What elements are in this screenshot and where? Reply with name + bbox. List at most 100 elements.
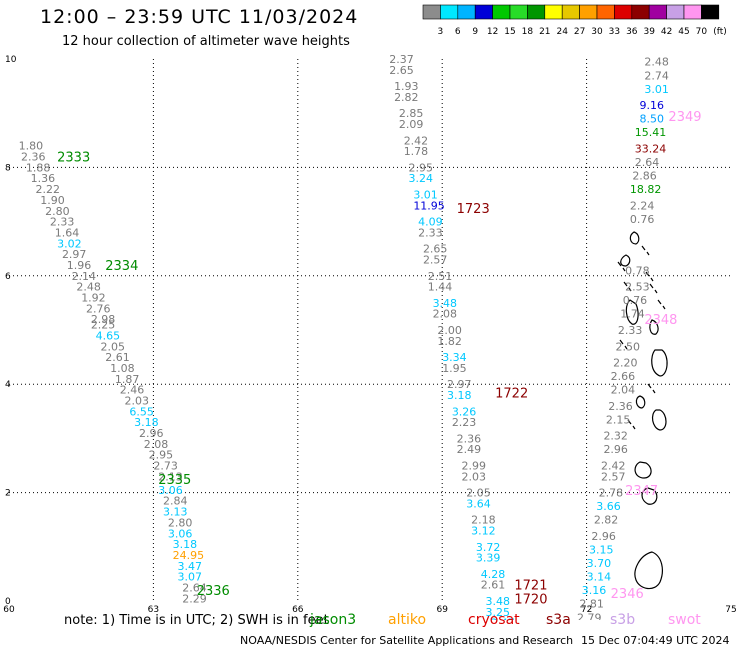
colorbar-label: 3 xyxy=(438,27,444,37)
atoll-fragment xyxy=(627,419,636,430)
pass-label: 2349 xyxy=(668,110,701,125)
swh-value: 1.82 xyxy=(437,335,462,348)
swh-value: 2.61 xyxy=(481,579,506,592)
swh-value: 2.99 xyxy=(461,460,486,473)
island-outline xyxy=(629,231,640,245)
swh-value: 2.84 xyxy=(163,495,188,508)
swh-value: 2.42 xyxy=(601,460,626,473)
x-tick-label: 75 xyxy=(725,605,736,615)
swh-value: 2.48 xyxy=(76,281,101,294)
swh-value: 1.80 xyxy=(19,140,44,153)
pass-label: 2336 xyxy=(197,584,230,599)
swh-value: 2.96 xyxy=(591,530,616,543)
credit-text: NOAA/NESDIS Center for Satellite Applica… xyxy=(240,634,574,647)
colorbar-label: 9 xyxy=(472,27,478,37)
swh-value: 2.82 xyxy=(394,91,419,104)
island-outline xyxy=(635,395,646,409)
swh-value: 3.47 xyxy=(177,560,202,573)
pass-label: 2347 xyxy=(625,484,658,499)
colorbar-label: 6 xyxy=(455,27,461,37)
swh-value: 1.96 xyxy=(67,259,92,272)
swh-value: 2.03 xyxy=(125,394,149,407)
legend-swot: swot xyxy=(668,612,701,628)
swh-value: 33.24 xyxy=(635,142,667,155)
swh-value: 2.95 xyxy=(409,161,434,174)
island-outline xyxy=(651,349,668,377)
colorbar-label: 12 xyxy=(487,27,498,37)
swh-value: 3.18 xyxy=(173,538,198,551)
swh-value: 2.15 xyxy=(606,413,631,426)
x-tick-label: 72 xyxy=(581,605,592,615)
swh-value: 2.78 xyxy=(599,487,624,500)
legend-cryosat: cryosat xyxy=(468,612,520,628)
colorbar-swatch xyxy=(701,4,720,20)
swh-value: 6.55 xyxy=(129,405,154,418)
swh-value: 3.06 xyxy=(168,527,193,540)
island-outline xyxy=(634,551,663,590)
swh-value: 2.64 xyxy=(635,156,660,169)
swh-value: 2.82 xyxy=(594,514,619,527)
swh-value: 2.33 xyxy=(50,216,74,229)
swh-value: 0.76 xyxy=(623,294,648,307)
swh-value: 2.79 xyxy=(577,611,602,620)
y-tick-label: 2 xyxy=(5,489,11,499)
swh-value: 3.16 xyxy=(582,584,607,597)
pass-label: 1721 xyxy=(514,579,547,594)
x-tick-label: 60 xyxy=(3,605,15,615)
swh-value: 8.50 xyxy=(640,113,665,126)
swh-value: 2.57 xyxy=(601,470,626,483)
island-outline xyxy=(634,461,652,479)
swh-value: 3.14 xyxy=(587,571,612,584)
island-outline xyxy=(620,254,631,267)
swh-value: 1.92 xyxy=(81,291,106,304)
swh-value: 3.25 xyxy=(486,606,511,619)
swh-value: 3.48 xyxy=(433,297,458,310)
swh-value: 3.02 xyxy=(57,237,81,250)
swh-value: 1.74 xyxy=(620,308,645,321)
atoll-fragment xyxy=(617,261,626,272)
swh-value: 4.28 xyxy=(481,568,506,581)
legend-s3a: s3a xyxy=(546,612,571,628)
legend-altiko: altiko xyxy=(388,612,427,628)
swh-value: 2.85 xyxy=(399,107,424,120)
swh-value: 3.06 xyxy=(158,484,183,497)
units-note: note: 1) Time is in UTC; 2) SWH is in fe… xyxy=(64,613,329,628)
swh-value: 3.15 xyxy=(589,544,614,557)
swh-value: 2.36 xyxy=(457,432,482,445)
swh-value: 2.86 xyxy=(632,170,657,183)
swh-value: 1.90 xyxy=(40,194,65,207)
swh-value: 3.24 xyxy=(409,172,434,185)
swh-value: 2.36 xyxy=(21,151,46,164)
map-plot: 60 63 66 69 72 7502468101.802.361.881.362.221… xyxy=(3,53,736,620)
swh-value: 2.24 xyxy=(630,199,655,212)
island-outline xyxy=(649,319,659,335)
colorbar-label: 27 xyxy=(574,27,585,37)
swh-value: 2.33 xyxy=(418,226,443,239)
y-tick-label: 4 xyxy=(5,380,11,390)
swh-value: 2.04 xyxy=(611,384,636,397)
colorbar-label: 36 xyxy=(626,27,638,37)
swh-value: 2.51 xyxy=(428,270,453,283)
swh-value: 3.39 xyxy=(476,552,501,565)
swh-value: 3.47 xyxy=(490,617,515,620)
x-tick-label: 66 xyxy=(292,605,304,615)
swh-value: 2.50 xyxy=(615,340,640,353)
swh-value: 3.12 xyxy=(471,525,496,538)
colorbar-label: 42 xyxy=(661,27,672,37)
swh-value: 2.76 xyxy=(86,302,111,315)
atoll-fragment xyxy=(649,283,658,294)
atoll-fragment xyxy=(647,383,656,394)
pass-label: 1722 xyxy=(495,386,528,401)
atoll-fragment xyxy=(645,271,654,282)
swh-value: 3.72 xyxy=(476,541,501,554)
colorbar-label: 70 xyxy=(696,27,708,37)
swh-value: 24.95 xyxy=(173,549,205,562)
swh-value: 2.66 xyxy=(611,370,636,383)
atoll-fragment xyxy=(657,299,666,310)
swh-value: 2.05 xyxy=(100,340,125,353)
swh-value: 2.13 xyxy=(158,470,183,483)
swh-value: 11.95 xyxy=(413,199,445,212)
swh-value: 3.26 xyxy=(452,405,477,418)
page-subtitle: 12 hour collection of altimeter wave hei… xyxy=(62,34,350,49)
